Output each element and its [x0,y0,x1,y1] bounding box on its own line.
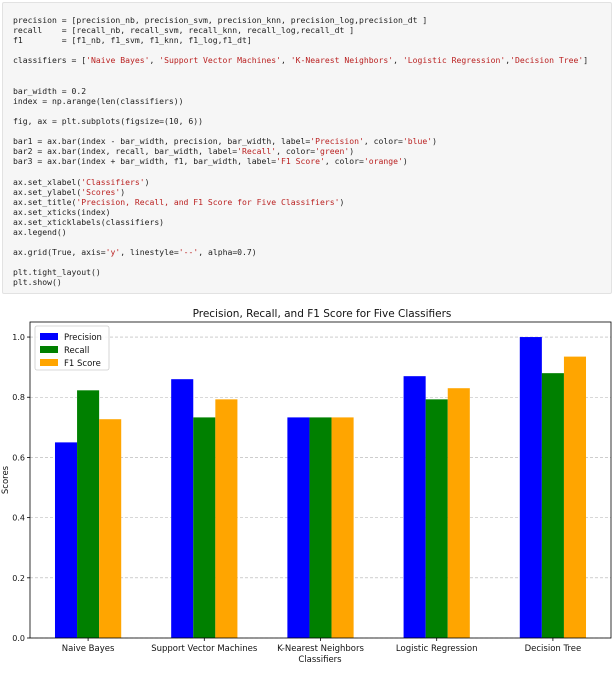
code-line [13,106,611,116]
code-line: ax.set_ylabel('Scores') [13,186,126,197]
chart-title: Precision, Recall, and F1 Score for Five… [193,308,452,320]
bar-precision [519,337,542,638]
legend-label: Precision [64,333,102,343]
x-tick-label: Decision Tree [525,644,582,654]
y-tick-label: 0.8 [12,393,25,402]
bar-precision [54,442,78,638]
code-line: recall = [recall_nb, recall_svm, recall_… [13,25,355,36]
bar-recall [77,390,100,638]
bar-chart: Precision, Recall, and F1 Score for Five… [1,308,612,665]
code-line [13,257,611,267]
code-line: ax.set_title('Precision, Recall, and F1 … [13,196,345,207]
y-axis: 0.0 0.2 0.4 0.6 0.8 1.0 [12,333,30,643]
code-line [13,45,611,55]
code-line [13,65,611,75]
legend-swatch [40,346,58,353]
code-line: ax.legend() [13,226,67,237]
bar-recall [541,373,564,638]
x-tick-label: K-Nearest Neighbors [277,644,364,654]
code-line: ax.grid(True, axis='y', linestyle='--', … [13,247,257,258]
code-block: precision = [precision_nb, precision_svm… [13,15,611,288]
code-line: index = np.arange(len(classifiers)) [13,95,184,106]
bar-precision [403,376,426,638]
bar-f1-score [563,356,587,638]
y-tick-label: 0.4 [12,514,25,523]
code-line [13,166,611,176]
legend-label: F1 Score [64,359,101,369]
x-tick-label: Support Vector Machines [151,644,258,654]
code-cell[interactable]: precision = [precision_nb, precision_svm… [2,2,612,294]
legend-swatch [40,359,58,366]
code-line: bar_width = 0.2 [13,85,87,96]
legend-swatch [40,333,58,340]
legend: Precision Recall F1 Score [34,325,110,371]
code-line: precision = [precision_nb, precision_svm… [13,15,428,25]
bar-f1-score [331,417,354,638]
bar-recall [193,417,216,638]
x-tick-label: Logistic Regression [396,644,478,654]
code-line: plt.tight_layout() [13,267,101,278]
code-line [13,76,611,86]
bar-recall [425,399,448,638]
bars [54,337,587,638]
bar-f1-score [99,419,122,638]
y-tick-label: 1.0 [12,333,25,342]
code-line: bar1 = ax.bar(index - bar_width, precisi… [13,136,437,147]
bar-f1-score [215,399,238,638]
bar-recall [309,417,332,638]
y-tick-label: 0.2 [12,574,25,583]
y-axis-label: Scores [1,465,11,494]
code-line: f1 = [f1_nb, f1_svm, f1_knn, f1_log,f1_d… [13,35,252,46]
code-line: ax.set_xlabel('Classifiers') [13,176,150,187]
y-tick-label: 0.6 [12,453,25,462]
x-axis: Naive Bayes Support Vector Machines K-Near… [62,638,581,654]
y-tick-label: 0.0 [12,634,25,643]
code-line: classifiers = ['Naive Bayes', 'Support V… [13,55,589,66]
code-line [13,126,611,136]
code-line: bar3 = ax.bar(index + bar_width, f1, bar… [13,156,408,167]
code-line: bar2 = ax.bar(index, recall, bar_width, … [13,146,355,157]
code-line: plt.show() [13,277,62,288]
code-line: fig, ax = plt.subplots(figsize=(10, 6)) [13,115,204,126]
bar-f1-score [447,388,470,638]
code-line: ax.set_xticks(index) [13,206,111,217]
bar-precision [171,379,194,638]
bar-precision [287,417,310,638]
legend-label: Recall [64,346,89,356]
x-tick-label: Naive Bayes [62,644,115,654]
x-axis-label: Classifiers [298,655,342,665]
code-line: ax.set_xticklabels(classifiers) [13,216,165,227]
code-line [13,237,611,247]
